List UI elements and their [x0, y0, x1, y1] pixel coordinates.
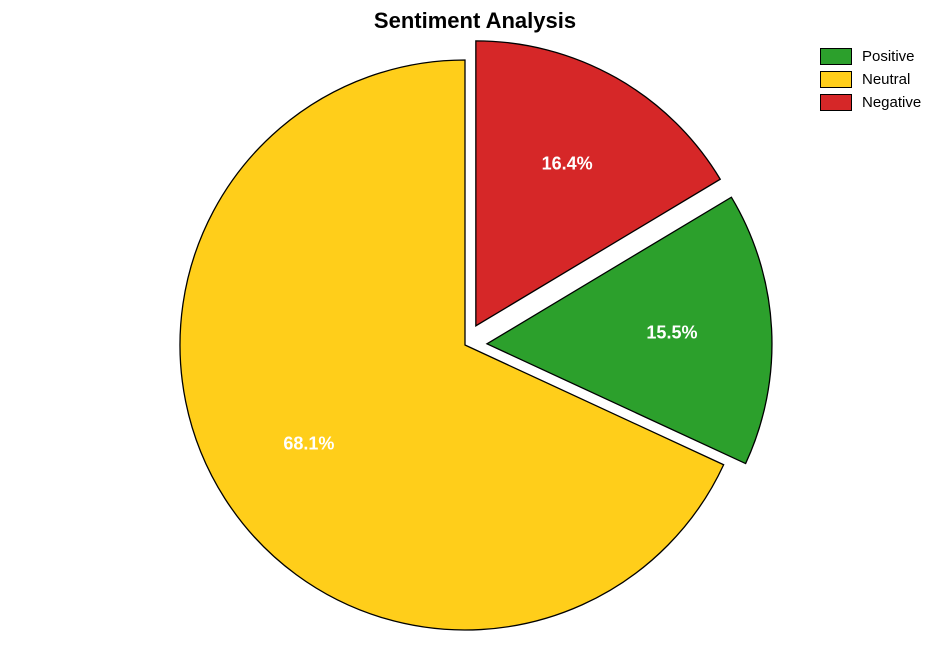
pie-chart: 16.4% 15.5% 68.1% [140, 20, 790, 670]
legend-label: Neutral [862, 71, 910, 88]
legend-item: Neutral [820, 71, 921, 88]
chart-container: Sentiment Analysis 16.4%15.5%68.1% Posit… [0, 0, 950, 662]
legend-label: Positive [862, 48, 915, 65]
legend-swatch [820, 48, 852, 65]
legend-swatch [820, 94, 852, 111]
legend-swatch [820, 71, 852, 88]
pie-slice-label: 68.1% [283, 434, 334, 454]
pie-slice-label: 16.4% [542, 153, 593, 173]
legend: Positive Neutral Negative [820, 48, 921, 117]
legend-item: Negative [820, 94, 921, 111]
legend-label: Negative [862, 94, 921, 111]
legend-item: Positive [820, 48, 921, 65]
pie-slice-label: 15.5% [646, 323, 697, 343]
